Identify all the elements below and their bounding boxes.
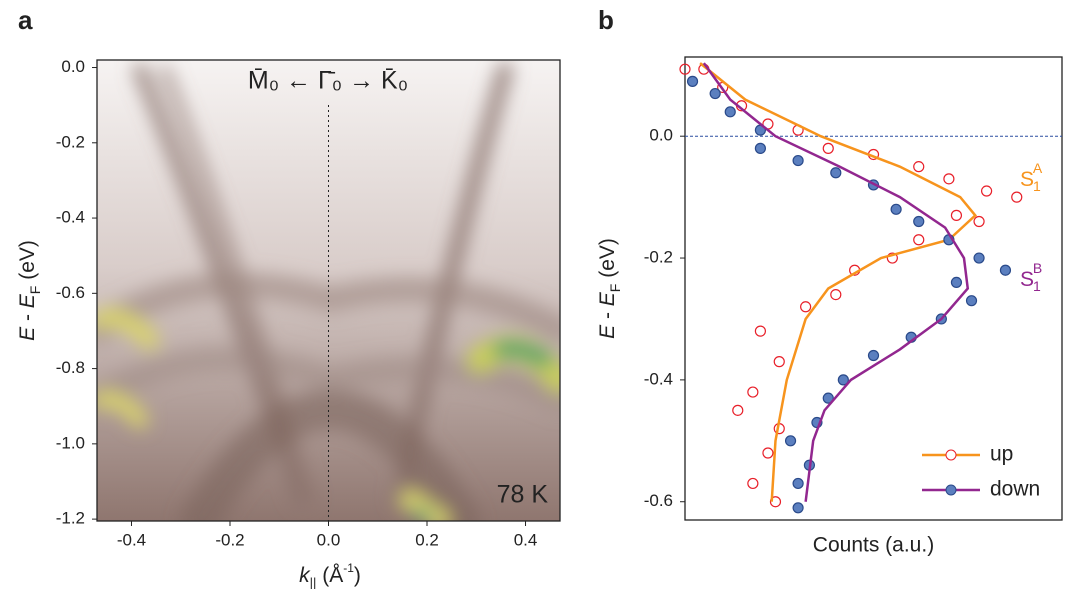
axis-label: E - EF (eV)	[16, 240, 43, 341]
data-point	[965, 295, 978, 307]
data-point	[973, 215, 985, 228]
legend-marker	[945, 484, 957, 496]
data-point	[822, 142, 834, 154]
data-point	[913, 234, 925, 246]
axis-label-part: F	[607, 284, 623, 293]
data-point	[679, 63, 691, 75]
data-point	[724, 106, 736, 118]
data-point	[837, 374, 849, 386]
data-point	[709, 87, 721, 100]
data-point	[950, 209, 963, 221]
data-point	[747, 477, 759, 490]
y-tick-label: -0.2	[56, 132, 85, 151]
data-point	[886, 252, 898, 264]
plot-frame	[684, 56, 1063, 521]
data-point	[800, 301, 812, 313]
panel-label: b	[598, 5, 614, 35]
fit-curve	[699, 62, 978, 502]
y-tick-label: 0.0	[649, 126, 673, 145]
panel-label: a	[18, 5, 33, 35]
data-point	[890, 203, 902, 215]
data-point	[973, 252, 985, 264]
annotation-sup: A	[1033, 160, 1043, 176]
axis-label: E - EF (eV)	[596, 238, 623, 339]
axis-label-part: (eV)	[596, 238, 619, 284]
annotation-text: S	[1020, 168, 1034, 191]
y-tick-label: 0.0	[61, 57, 85, 76]
data-point	[784, 435, 797, 447]
data-point	[792, 502, 804, 514]
x-tick-label: -0.4	[117, 530, 146, 549]
data-point	[867, 349, 880, 362]
y-tick-label: -1.0	[56, 433, 85, 452]
data-point	[830, 167, 842, 179]
data-point	[792, 154, 804, 167]
data-point	[686, 75, 699, 87]
data-point	[913, 215, 925, 228]
data-point	[773, 356, 785, 368]
x-tick-label: 0.2	[415, 530, 439, 549]
data-point	[822, 392, 834, 404]
y-tick-label: -0.4	[56, 208, 85, 227]
y-tick-label: -0.6	[56, 283, 85, 302]
annotation: S1 A	[1020, 160, 1043, 194]
axis-label-part: F	[27, 286, 43, 295]
axis-label-part: (eV)	[16, 240, 39, 286]
x-axis-label: Counts (a.u.)	[813, 534, 934, 557]
axis-label-part: -	[16, 308, 39, 327]
y-tick-label: -0.2	[644, 248, 673, 267]
x-tick-label: 0.4	[514, 530, 538, 549]
axis-label-part: E	[596, 324, 619, 339]
axis-label-part: E	[16, 293, 39, 308]
axis-label-part: E	[596, 291, 619, 306]
data-point	[943, 173, 955, 185]
data-point	[913, 161, 925, 173]
legend-label: up	[990, 443, 1013, 466]
annotation-sup: B	[1033, 260, 1042, 276]
y-tick-label: -0.8	[56, 358, 85, 377]
data-point	[792, 477, 804, 490]
data-point	[1011, 191, 1023, 203]
y-tick-label: -0.6	[644, 491, 673, 510]
temperature-label: 78 K	[497, 481, 549, 509]
annotation-text: S	[1020, 268, 1034, 291]
axis-label-part: k	[299, 564, 311, 587]
data-point	[769, 496, 782, 508]
data-point	[980, 185, 993, 197]
axis-label-part: E	[16, 326, 39, 341]
axis-label-part: (Å	[316, 564, 343, 587]
y-tick-label: -1.2	[56, 509, 85, 528]
data-point	[747, 386, 759, 398]
fit-curve	[702, 62, 970, 502]
data-point	[754, 142, 767, 154]
data-point	[999, 264, 1012, 276]
axis-label: k|| (Å-1)	[299, 561, 361, 589]
legend-label: down	[990, 478, 1040, 501]
data-point	[830, 288, 842, 301]
annotation-sub: 1	[1033, 278, 1041, 294]
x-tick-label: -0.2	[215, 530, 244, 549]
data-point	[732, 404, 744, 416]
annotation: M̄₀ ← Γ̄₀ → K̄₀	[248, 67, 408, 95]
annotation: S1 B	[1020, 260, 1042, 294]
data-point	[754, 325, 767, 337]
data-point	[762, 447, 774, 459]
data-point	[950, 276, 963, 289]
annotation-sub: 1	[1033, 178, 1041, 194]
y-tick-label: -0.4	[644, 369, 673, 388]
axis-label-part: -1	[343, 561, 354, 575]
axis-label-part: -	[596, 306, 619, 325]
axis-label-part: )	[354, 564, 361, 587]
legend-marker	[945, 449, 957, 461]
x-tick-label: 0.0	[317, 530, 341, 549]
axis-label-part: ||	[310, 575, 317, 589]
